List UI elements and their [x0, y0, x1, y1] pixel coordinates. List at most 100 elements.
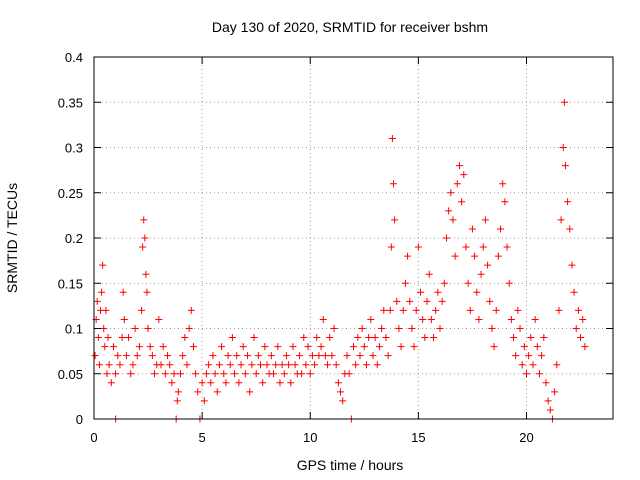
y-tick-label: 0.4 — [65, 50, 83, 65]
data-point — [332, 361, 340, 369]
data-point — [555, 306, 563, 314]
data-point — [425, 270, 433, 278]
data-point — [442, 234, 450, 242]
data-point — [380, 306, 388, 314]
data-point — [386, 306, 394, 314]
y-axis-label: SRMTID / TECUs — [4, 183, 20, 293]
data-point — [557, 216, 565, 224]
data-point — [224, 352, 232, 360]
data-point — [529, 361, 537, 369]
data-point — [107, 379, 115, 387]
data-point — [209, 352, 217, 360]
data-point — [239, 343, 247, 351]
data-point — [477, 270, 485, 278]
data-point — [371, 334, 379, 342]
data-point — [94, 334, 102, 342]
data-point — [231, 370, 239, 378]
data-point — [419, 315, 427, 323]
data-point — [399, 306, 407, 314]
data-point — [252, 370, 260, 378]
y-tick-label: 0.2 — [65, 231, 83, 246]
data-point — [328, 352, 336, 360]
x-axis-label: GPS time / hours — [297, 457, 404, 473]
data-point — [304, 343, 312, 351]
data-point — [181, 334, 189, 342]
data-point — [334, 379, 342, 387]
x-tick-label: 5 — [199, 430, 206, 445]
data-point — [289, 343, 297, 351]
data-point — [118, 334, 126, 342]
data-point — [544, 397, 552, 405]
data-point — [466, 306, 474, 314]
data-point — [382, 334, 390, 342]
data-point — [514, 306, 522, 314]
data-point — [553, 361, 561, 369]
data-point — [98, 288, 106, 296]
data-point — [101, 343, 109, 351]
data-point — [503, 243, 511, 251]
data-point — [375, 343, 383, 351]
data-point — [390, 180, 398, 188]
data-point — [142, 270, 150, 278]
data-point — [269, 370, 277, 378]
data-point — [492, 306, 500, 314]
data-point — [570, 288, 578, 296]
data-point — [395, 325, 403, 332]
data-point — [211, 370, 219, 378]
data-point — [516, 325, 524, 332]
data-point — [133, 352, 141, 360]
data-point — [579, 315, 587, 323]
data-point — [345, 370, 353, 378]
data-point — [295, 352, 303, 360]
data-point — [100, 325, 108, 332]
data-point — [155, 315, 163, 323]
data-point — [302, 361, 310, 369]
data-point — [143, 288, 151, 296]
data-point — [391, 216, 399, 224]
data-point — [120, 315, 128, 323]
data-point — [460, 171, 468, 179]
data-point — [559, 144, 567, 151]
data-point — [105, 361, 113, 369]
data-point — [274, 343, 282, 351]
data-point — [577, 334, 585, 342]
data-point — [207, 379, 215, 387]
data-point — [254, 352, 262, 360]
data-point — [432, 306, 440, 314]
data-point — [127, 370, 135, 378]
data-point — [102, 306, 110, 314]
data-point — [95, 361, 103, 369]
data-point — [538, 352, 546, 360]
data-point — [404, 252, 412, 260]
data-point — [276, 379, 284, 387]
data-point — [494, 252, 502, 260]
data-point — [542, 379, 550, 387]
data-point — [447, 189, 455, 197]
data-point — [499, 180, 507, 188]
data-point — [525, 352, 533, 360]
data-point — [248, 361, 256, 369]
data-point — [291, 361, 299, 369]
data-point — [551, 388, 559, 396]
data-point — [417, 288, 425, 296]
data-point — [131, 325, 139, 332]
data-point — [174, 388, 182, 396]
data-point — [430, 334, 438, 342]
y-tick-label: 0.35 — [58, 95, 83, 110]
data-point — [226, 361, 234, 369]
data-point — [581, 343, 589, 351]
data-point — [365, 334, 373, 342]
data-point — [421, 334, 429, 342]
data-point — [393, 297, 401, 305]
data-point — [139, 243, 147, 251]
data-point — [440, 279, 448, 287]
data-point — [572, 325, 580, 332]
data-point — [471, 252, 479, 260]
data-point — [306, 370, 314, 378]
data-point — [464, 279, 472, 287]
data-point — [257, 361, 265, 369]
data-point — [215, 361, 223, 369]
data-point — [114, 352, 122, 360]
data-point — [261, 343, 269, 351]
data-point — [453, 180, 461, 188]
